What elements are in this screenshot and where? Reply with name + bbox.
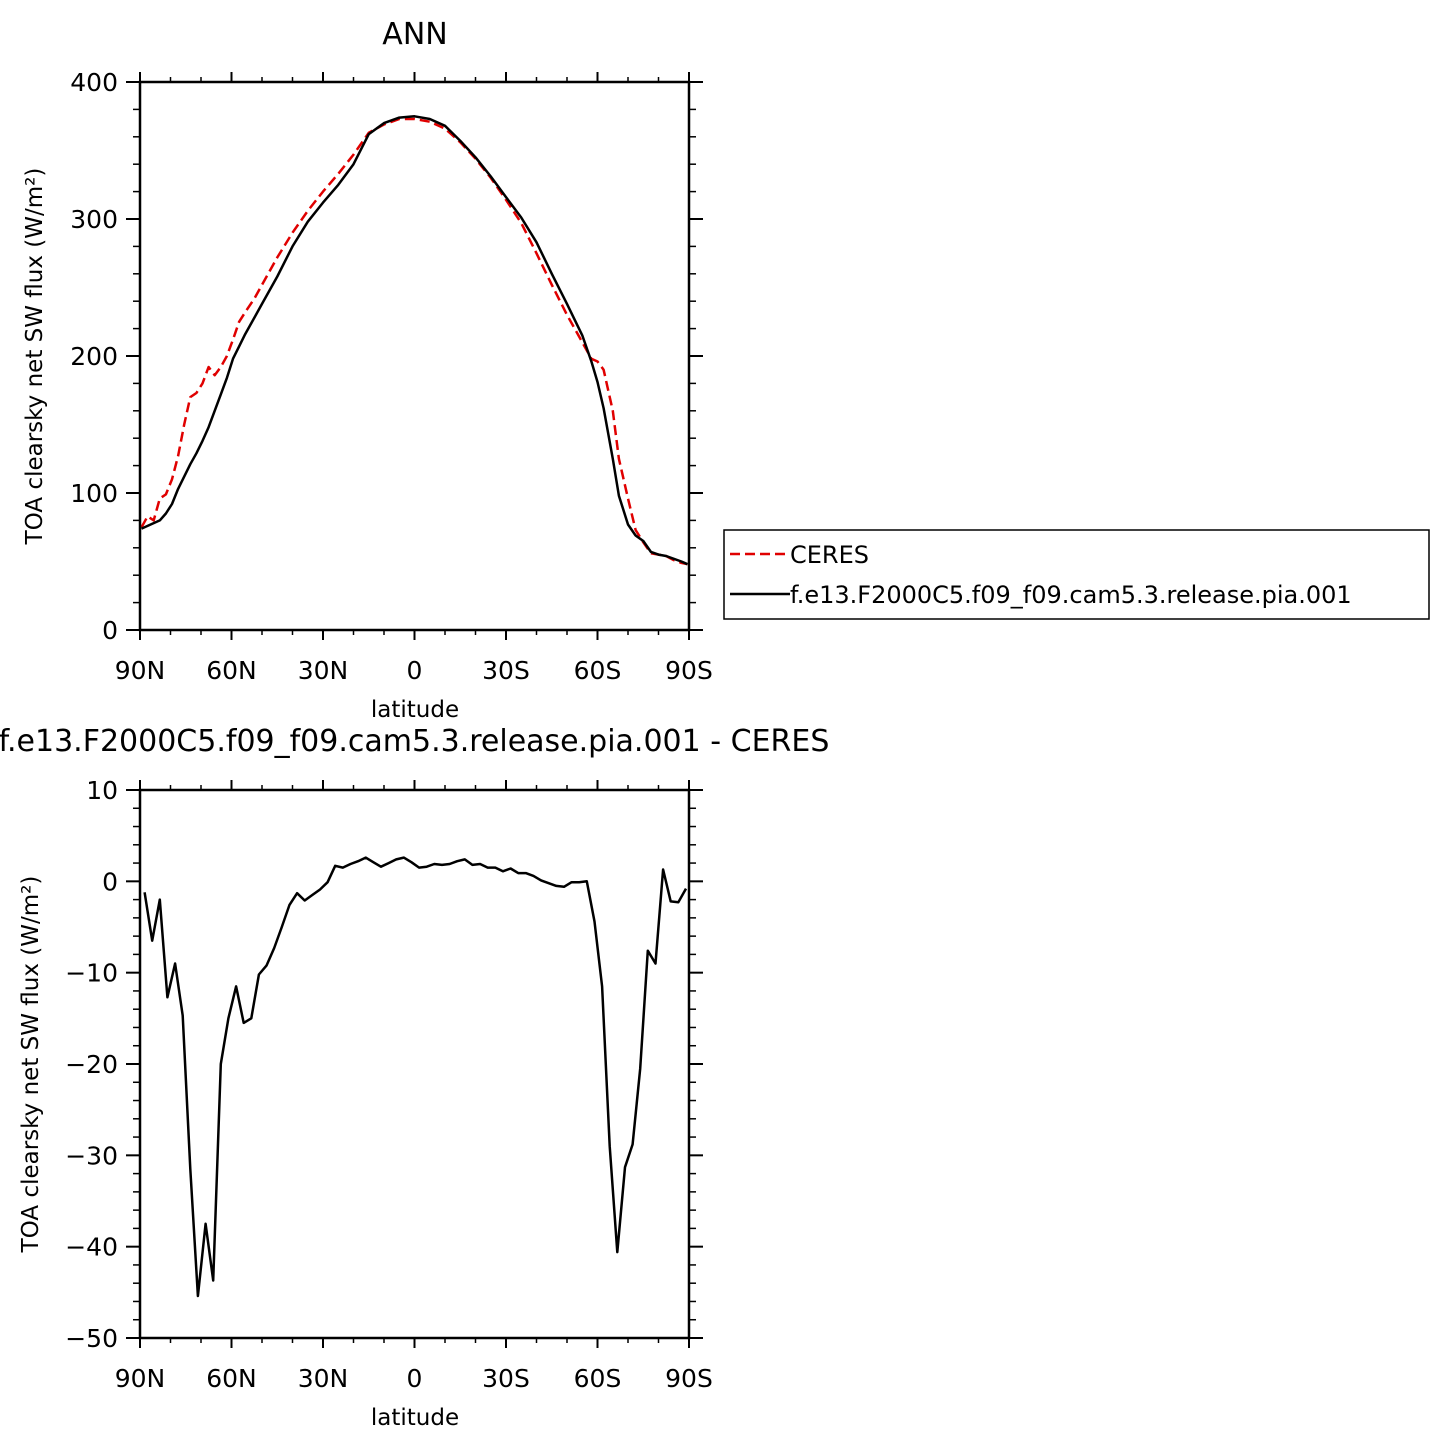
bottom-chart-ytick-label: −20 (65, 1050, 118, 1079)
bottom-chart-xtick-label: 90N (115, 1364, 166, 1393)
bottom-chart-xtick-label: 60S (574, 1364, 622, 1393)
bottom-chart-ytick-label: −40 (65, 1233, 118, 1262)
bottom-chart-xtick-label: 30S (482, 1364, 530, 1393)
bottom-chart-ylabel: TOA clearsky net SW flux (W/m²) (18, 876, 44, 1254)
bottom-chart-xtick-label: 60N (206, 1364, 257, 1393)
bottom-chart-title: f.e13.F2000C5.f09_f09.cam5.3.release.pia… (0, 724, 829, 759)
top-chart-xtick-label: 90N (115, 656, 166, 685)
bottom-chart-ytick-label: −50 (65, 1324, 118, 1353)
top-chart-panel: ANN 90N 60N 30N 0 30S 60S 90S 0 100 200 300 400 TOA… (22, 17, 713, 723)
bottom-chart-xlabel: latitude (371, 1405, 459, 1431)
top-chart-series (140, 115, 689, 566)
legend-box (723, 529, 1430, 620)
top-chart-series-line-1 (140, 115, 689, 566)
top-chart-xtick-label: 0 (407, 656, 423, 685)
bottom-chart-plot-frame (138, 788, 691, 1340)
legend-label-ceres: CERES (790, 541, 869, 569)
top-chart-xtick-label: 60S (574, 656, 622, 685)
top-chart-ytick-label: 200 (70, 342, 118, 371)
top-chart-ytick-label: 300 (70, 205, 118, 234)
top-chart-xlabel: latitude (371, 697, 459, 723)
bottom-chart-panel: f.e13.F2000C5.f09_f09.cam5.3.release.pia… (0, 724, 829, 1431)
top-chart-title: ANN (382, 17, 447, 52)
bottom-chart-ytick-label: −30 (65, 1141, 118, 1170)
top-chart-plot-frame (138, 80, 691, 632)
top-chart-xtick-label: 90S (665, 656, 713, 685)
top-chart-ylabel: TOA clearsky net SW flux (W/m²) (22, 168, 48, 546)
legend-label-model: f.e13.F2000C5.f09_f09.cam5.3.release.pia… (790, 581, 1352, 609)
bottom-chart-xtick-label: 30N (298, 1364, 349, 1393)
top-chart-ticks: 90N 60N 30N 0 30S 60S 90S 0 100 200 300 400 (70, 68, 713, 685)
top-chart-xtick-label: 30N (298, 656, 349, 685)
top-chart-xtick-label: 30S (482, 656, 530, 685)
bottom-chart-ytick-label: 10 (86, 776, 118, 805)
bottom-chart-ticks: 90N 60N 30N 0 30S 60S 90S −50 −40 −30 −20 −10 0 10 (65, 776, 713, 1393)
bottom-chart-xtick-label: 0 (407, 1364, 423, 1393)
bottom-chart-ytick-label: −10 (65, 959, 118, 988)
top-chart-series-line-0 (140, 117, 688, 566)
top-chart-ytick-label: 400 (70, 68, 118, 97)
bottom-chart-series-line-0 (143, 856, 688, 1298)
top-chart-xtick-label: 60N (206, 656, 257, 685)
top-chart-ytick-label: 0 (102, 616, 118, 645)
bottom-chart-series (143, 856, 688, 1298)
bottom-chart-xtick-label: 90S (665, 1364, 713, 1393)
top-chart-ytick-label: 100 (70, 479, 118, 508)
bottom-chart-ytick-label: 0 (102, 867, 118, 896)
legend: CERES f.e13.F2000C5.f09_f09.cam5.3.relea… (723, 529, 1430, 620)
